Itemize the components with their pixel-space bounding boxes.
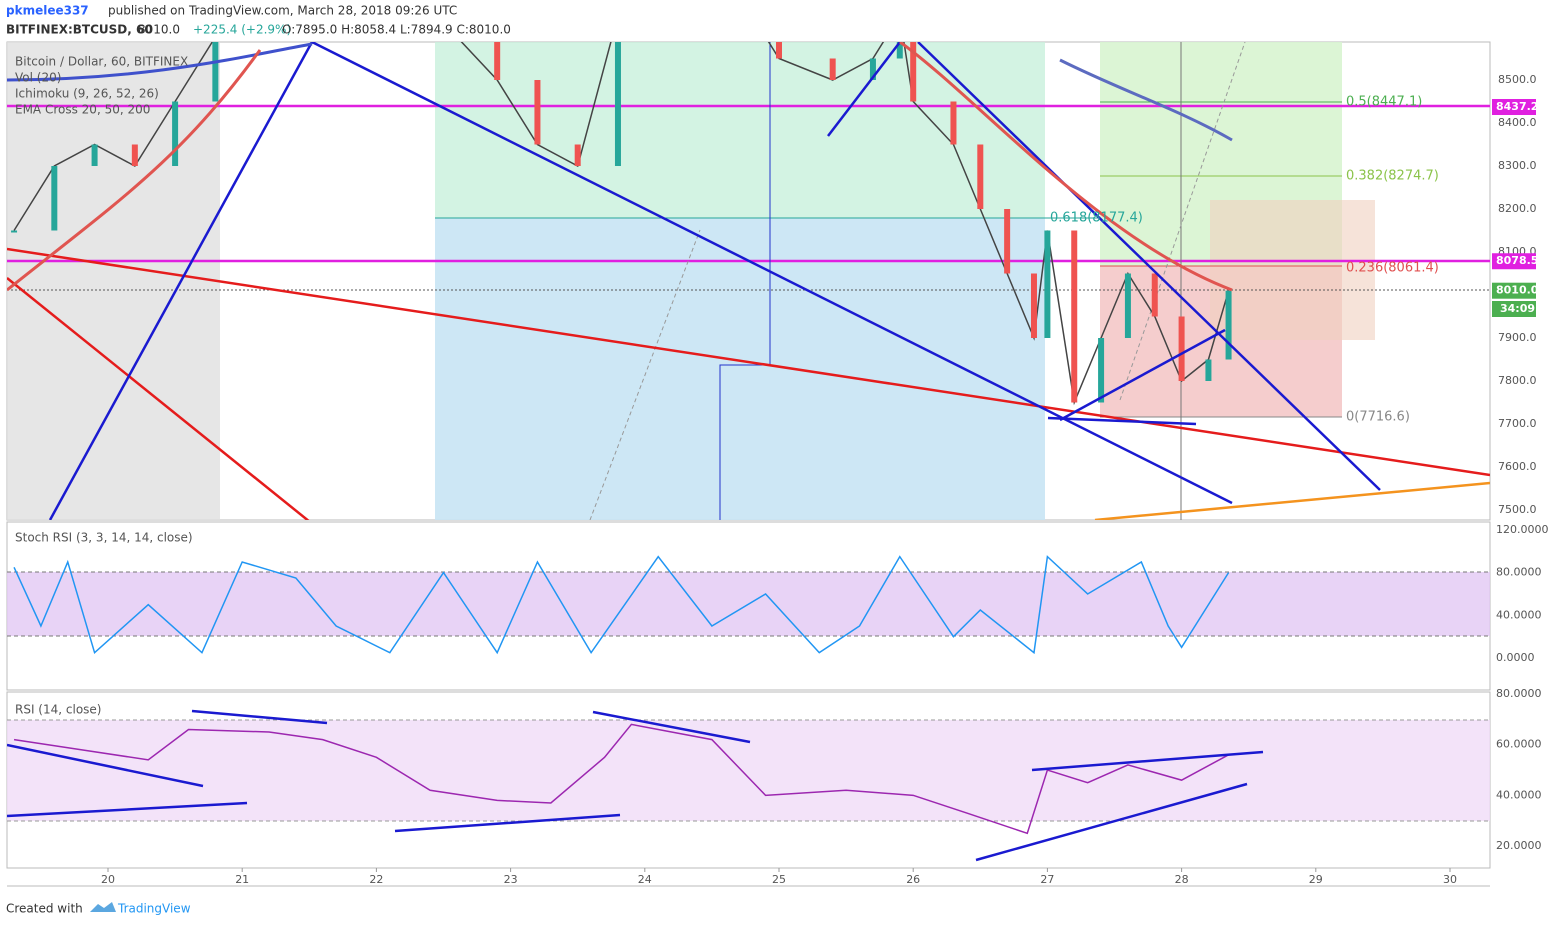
- date-label: 21: [235, 873, 249, 886]
- author[interactable]: pkmelee337: [6, 4, 89, 18]
- candle: [1151, 273, 1158, 317]
- date-label: 28: [1175, 873, 1189, 886]
- fib-label: 0.382(8274.7): [1346, 169, 1439, 184]
- rsi-line: [13, 723, 1229, 835]
- candle: [1030, 273, 1037, 338]
- stoch-tick-label: 120.0000: [1496, 523, 1549, 536]
- footer-created: Created with: [6, 902, 83, 916]
- date-label: 30: [1443, 873, 1457, 886]
- candle: [1071, 230, 1078, 403]
- price-tick-label: 8500.0: [1498, 73, 1537, 86]
- legend-entry: Bitcoin / Dollar, 60, BITFINEX: [15, 55, 188, 69]
- candle: [11, 230, 18, 233]
- candle: [574, 144, 581, 166]
- price-tick-label: 8200.0: [1498, 202, 1537, 215]
- price-tick-label: 8400.0: [1498, 116, 1537, 129]
- price-tick-label: 7600.0: [1498, 460, 1537, 473]
- candle: [1205, 359, 1212, 381]
- candle: [1124, 273, 1131, 338]
- date-label: 25: [772, 873, 786, 886]
- candle: [1225, 290, 1232, 360]
- price-tick-label: 7700.0: [1498, 417, 1537, 430]
- price-tag-label: 8010.0: [1496, 284, 1539, 297]
- candle: [91, 144, 98, 166]
- price-tag-label: 8437.2: [1496, 100, 1538, 113]
- candle: [1098, 338, 1105, 403]
- rsi-band: [7, 720, 1490, 821]
- legend-entry: Vol (20): [15, 71, 61, 85]
- stoch-title: Stoch RSI (3, 3, 14, 14, close): [15, 531, 193, 545]
- candle: [131, 144, 138, 166]
- ohlc: O:7895.0 H:8058.4 L:7894.9 C:8010.0: [282, 23, 511, 37]
- candle: [1004, 209, 1011, 274]
- price-tag: [1492, 253, 1536, 270]
- rsi-trendlines: [7, 709, 1264, 862]
- date-label: 23: [504, 873, 518, 886]
- price-tick-label: 7500.0: [1498, 503, 1537, 516]
- candle: [494, 42, 501, 80]
- price-tag-label: 8078.5: [1496, 254, 1538, 267]
- price-tick-label: 7800.0: [1498, 374, 1537, 387]
- price-tag: [1492, 99, 1536, 116]
- change: +225.4 (+2.9%): [193, 23, 291, 37]
- fib-label: 0.618(8177.4): [1050, 211, 1143, 226]
- candle: [950, 101, 957, 145]
- date-label: 27: [1040, 873, 1054, 886]
- rsi-tick-label: 80.0000: [1496, 687, 1542, 700]
- candle: [51, 166, 58, 231]
- candle: [829, 58, 836, 80]
- tv-logo: [90, 902, 116, 912]
- date-label: 24: [638, 873, 652, 886]
- stoch-tick-label: 0.0000: [1496, 651, 1535, 664]
- date-label: 29: [1309, 873, 1323, 886]
- countdown: 34:09: [1500, 302, 1535, 315]
- footer-brand[interactable]: TradingView: [117, 902, 191, 916]
- stoch-tick-label: 80.0000: [1496, 566, 1542, 579]
- candle: [869, 58, 876, 80]
- candle: [212, 42, 219, 102]
- date-label: 20: [101, 873, 115, 886]
- rsi-tick-label: 20.0000: [1496, 839, 1542, 852]
- price-tick-label: 7900.0: [1498, 331, 1537, 344]
- rsi-title: RSI (14, close): [15, 703, 101, 717]
- fib-label: 0.236(8061.4): [1346, 261, 1439, 276]
- legend-entry: Ichimoku (9, 26, 52, 26): [15, 87, 159, 101]
- countdown-tag: [1492, 301, 1536, 317]
- date-label: 22: [369, 873, 383, 886]
- published: published on TradingView.com, March 28, …: [108, 4, 457, 18]
- candle: [977, 144, 984, 209]
- stoch-k: [13, 555, 1230, 655]
- candle: [896, 42, 903, 59]
- fib-label: 0.5(8447.1): [1346, 95, 1422, 110]
- candle: [534, 80, 541, 145]
- candle: [614, 42, 621, 166]
- candle: [910, 42, 917, 102]
- trendlines: [7, 42, 1490, 520]
- fib-label: 0(7716.6): [1346, 410, 1410, 425]
- last-price: 8010.0: [138, 23, 180, 37]
- price-tick-label: 8300.0: [1498, 159, 1537, 172]
- rsi-tick-label: 40.0000: [1496, 788, 1542, 801]
- stoch-tick-label: 40.0000: [1496, 608, 1542, 621]
- date-label: 26: [906, 873, 920, 886]
- legend-entry: EMA Cross 20, 50, 200: [15, 103, 150, 117]
- symbol: BITFINEX:BTCUSD, 60: [6, 23, 153, 37]
- zones: [7, 42, 1490, 520]
- rsi-tick-label: 60.0000: [1496, 738, 1542, 751]
- candle: [172, 101, 179, 166]
- candle: [1044, 230, 1051, 338]
- price-tag: [1492, 282, 1536, 299]
- candle: [776, 42, 782, 59]
- candle: [1178, 316, 1185, 381]
